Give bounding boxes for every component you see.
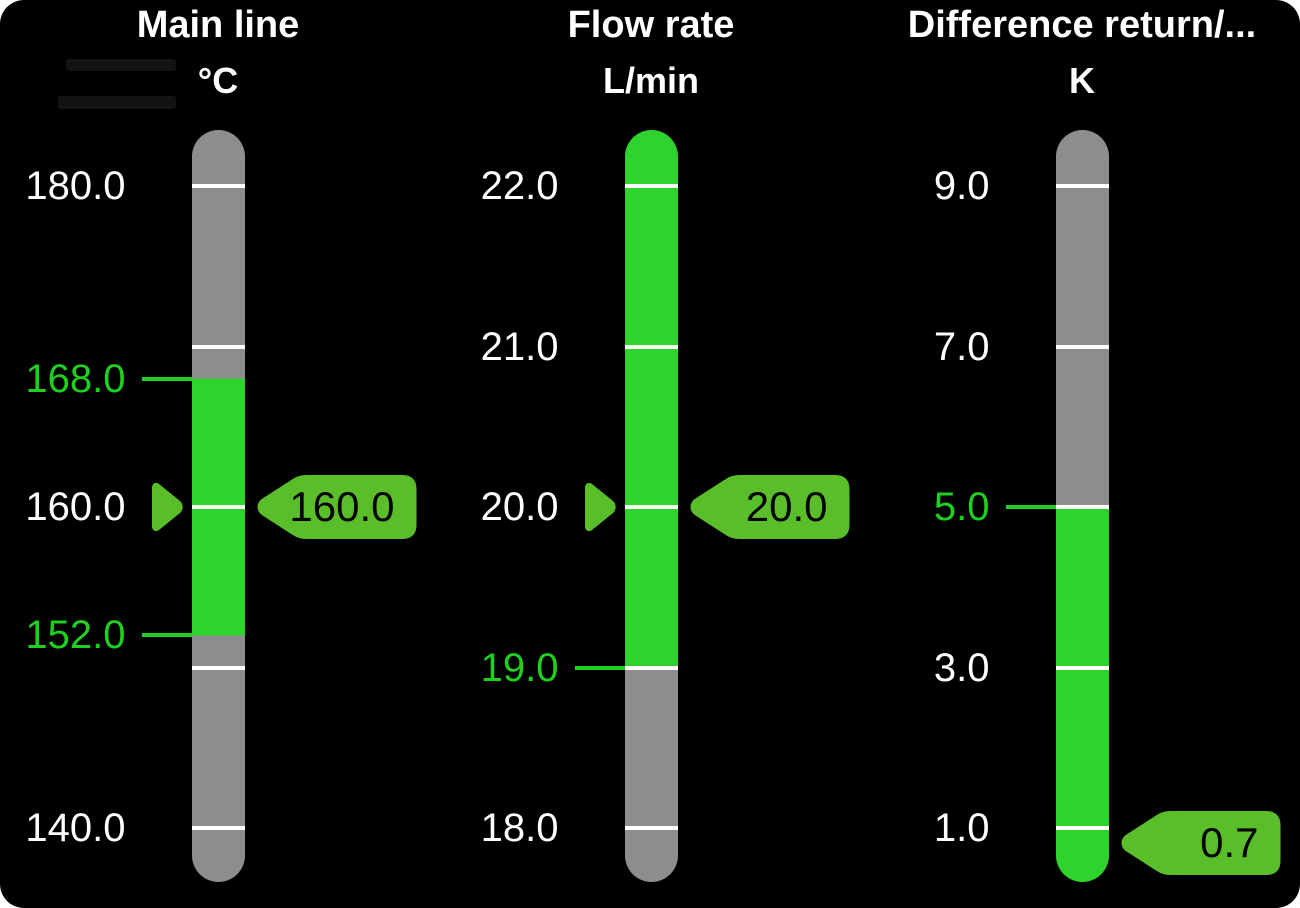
scale-label: 9.0 bbox=[933, 164, 990, 208]
value-badge-label: 20.0 bbox=[745, 483, 828, 530]
value-badge: 0.7 bbox=[1119, 808, 1283, 878]
tick-line bbox=[1055, 344, 1109, 349]
threshold-label: 5.0 bbox=[933, 485, 990, 529]
tick-line bbox=[191, 184, 245, 188]
gauge-title: Difference return/... bbox=[907, 4, 1257, 46]
gauge-bar bbox=[624, 130, 678, 882]
scale-label: 3.0 bbox=[933, 645, 990, 690]
scale-label: 21.0 bbox=[480, 324, 559, 369]
gauge-title: Flow rate bbox=[567, 4, 735, 46]
threshold-label: 19.0 bbox=[480, 645, 559, 690]
scale-label: 18.0 bbox=[480, 806, 559, 850]
tick-line bbox=[624, 184, 678, 188]
scale-label: 20.0 bbox=[480, 485, 559, 529]
value-pointer-icon bbox=[147, 480, 185, 534]
tick-line bbox=[624, 505, 678, 509]
tick-line bbox=[191, 505, 245, 509]
value-badge-label: 0.7 bbox=[1200, 819, 1259, 866]
gauge-title: Main line bbox=[136, 4, 300, 46]
tick-line bbox=[624, 344, 678, 349]
tick-line bbox=[191, 826, 245, 830]
gauge-unit-label: K bbox=[1069, 60, 1095, 101]
value-badge: 20.0 bbox=[688, 472, 852, 542]
tick-line bbox=[1055, 505, 1109, 509]
scale-label: 160.0 bbox=[25, 485, 126, 529]
scale-label: 180.0 bbox=[25, 164, 126, 208]
tick-line bbox=[624, 665, 678, 670]
threshold-line bbox=[141, 376, 192, 381]
tick-line bbox=[1055, 826, 1109, 830]
threshold-label: 152.0 bbox=[25, 613, 126, 658]
tick-line bbox=[624, 826, 678, 830]
gauge-bar bbox=[1055, 130, 1109, 882]
scale-label: 22.0 bbox=[480, 164, 559, 208]
threshold-label: 168.0 bbox=[25, 356, 126, 401]
threshold-line bbox=[1005, 505, 1056, 509]
redacted-text-artifact bbox=[66, 59, 176, 71]
value-badge-label: 160.0 bbox=[289, 483, 395, 530]
threshold-line bbox=[574, 665, 625, 670]
redacted-text-artifact bbox=[58, 96, 176, 109]
gauge-bar bbox=[191, 130, 245, 882]
scale-label: 7.0 bbox=[933, 324, 990, 369]
value-badge: 160.0 bbox=[255, 472, 419, 542]
tick-line bbox=[1055, 184, 1109, 188]
gauge-unit-label: °C bbox=[197, 60, 239, 101]
tick-line bbox=[191, 344, 245, 349]
threshold-line bbox=[141, 633, 192, 638]
tick-line bbox=[191, 665, 245, 670]
scale-label: 1.0 bbox=[933, 806, 990, 850]
scale-label: 140.0 bbox=[25, 806, 126, 850]
gauge-unit-label: L/min bbox=[603, 60, 699, 101]
tick-line bbox=[1055, 665, 1109, 670]
value-pointer-icon bbox=[580, 480, 618, 534]
